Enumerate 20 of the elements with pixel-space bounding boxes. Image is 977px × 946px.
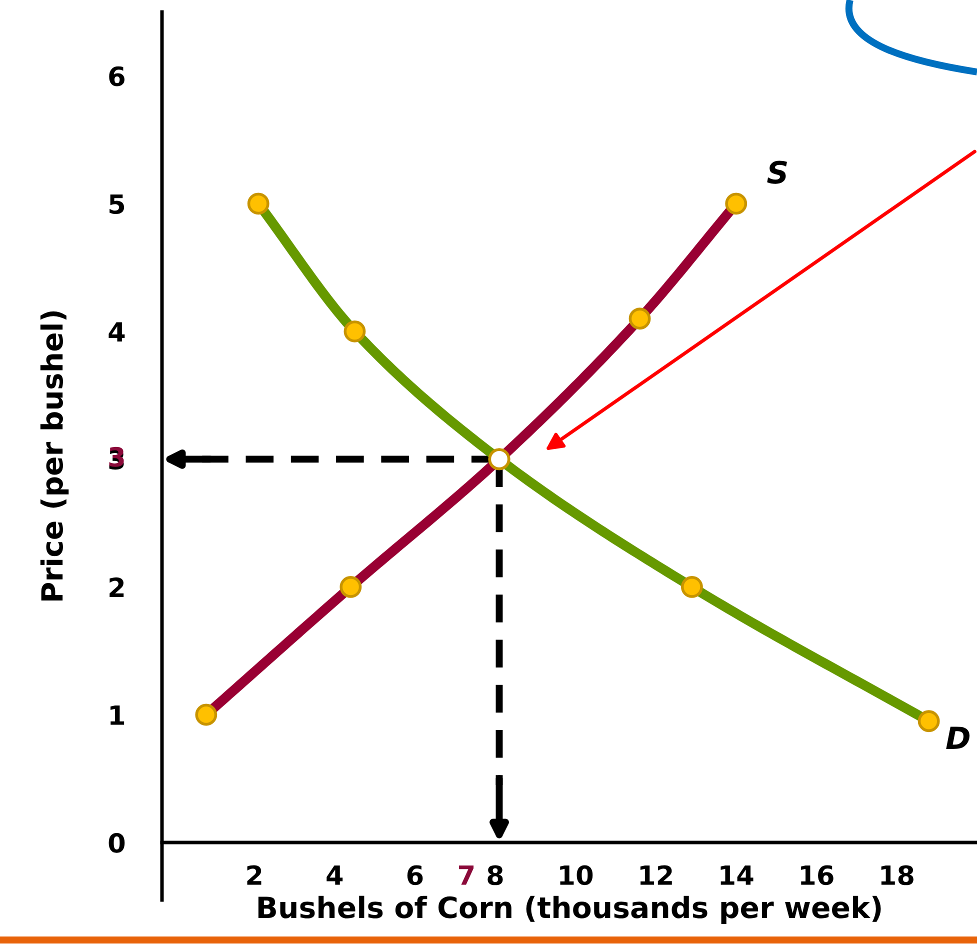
- x-tick-label: 6: [407, 865, 423, 886]
- y-tick-label: 5: [110, 194, 124, 214]
- y-axis-title: Price (per bushel): [40, 311, 69, 601]
- y-tick-label: 0: [108, 832, 125, 853]
- y-tick-label: 6: [109, 66, 124, 86]
- y-tick-label: 4: [108, 322, 125, 342]
- x-tick-label: 4: [326, 866, 343, 885]
- x-tick-label: 16: [801, 865, 834, 886]
- series-label: S: [767, 160, 787, 184]
- x-axis-title: Bushels of Corn (thousands per week): [258, 896, 881, 924]
- x-tick-label: 18: [881, 865, 914, 886]
- y-tick-label: 1: [110, 706, 124, 725]
- x-tick-label: 8: [488, 865, 503, 886]
- x-tick-label: 10: [560, 865, 593, 886]
- series-label: D: [946, 726, 970, 749]
- x-tick-label: 12: [640, 865, 672, 885]
- x-tick-label: 2: [247, 865, 262, 885]
- y-tick-label: 2: [110, 577, 124, 597]
- x-tick-label: 14: [720, 866, 754, 885]
- annotation: 7: [459, 866, 474, 885]
